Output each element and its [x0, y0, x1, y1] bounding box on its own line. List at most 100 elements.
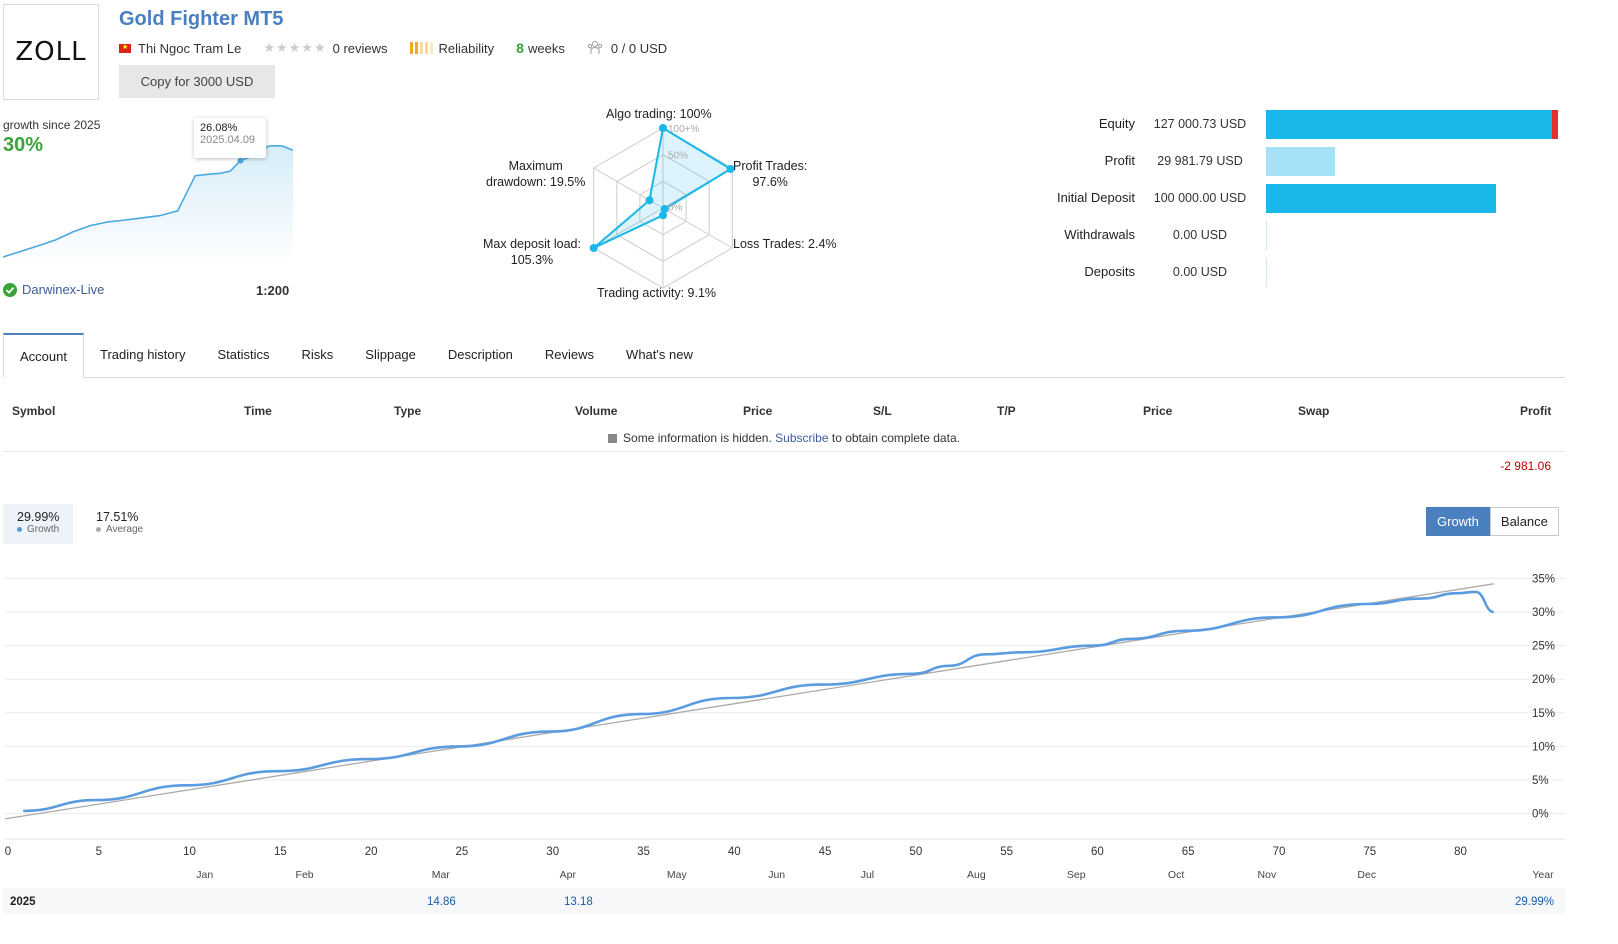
vietnam-flag-icon [119, 43, 131, 53]
subscribers-value: 0 / 0 USD [610, 40, 668, 56]
month-label-oct: Oct [1168, 869, 1184, 881]
bar-value-deposits: 0.00 USD [1172, 265, 1228, 279]
year-apr-value: 13.18 [564, 896, 593, 908]
average-dot-icon [96, 527, 101, 532]
tab-reviews[interactable]: Reviews [544, 347, 595, 362]
bar-label-deposits: Deposits [1084, 264, 1135, 279]
column-header-profit-9[interactable]: Profit [1520, 404, 1552, 418]
tab-statistics[interactable]: Statistics [217, 347, 270, 362]
column-header-price-7[interactable]: Price [1143, 404, 1173, 418]
radar-label-drawdown-1: Maximum [508, 159, 563, 173]
balance-mode-button[interactable]: Balance [1489, 507, 1559, 536]
y-tick-35: 35% [1532, 573, 1555, 585]
year-label: 2025 [10, 896, 36, 908]
column-header-volume-3[interactable]: Volume [575, 404, 618, 418]
radar-label-deposit-2: 105.3% [510, 253, 554, 267]
radar-label-deposit-1: Max deposit load: [483, 237, 581, 251]
tab-account[interactable]: Account [3, 333, 84, 378]
x-tick-0: 0 [5, 846, 11, 858]
bar-label-equity: Equity [1098, 116, 1135, 131]
growth-stat[interactable]: 29.99% Growth [3, 504, 74, 544]
series-growth [23, 590, 1495, 813]
radar-area [593, 126, 733, 249]
reviews-count[interactable]: 0 reviews [332, 40, 388, 56]
radar-axis-2 [662, 207, 733, 249]
author-name[interactable]: Thi Ngoc Tram Le [138, 40, 242, 56]
broker[interactable]: Darwinex-Live [3, 282, 104, 297]
subscribe-link[interactable]: Subscribe [775, 431, 829, 445]
radar-label-algo: Algo trading: 100% [606, 107, 712, 121]
year-summary-row [3, 888, 1565, 914]
x-tick-65: 65 [1182, 846, 1195, 858]
x-tick-75: 75 [1363, 846, 1376, 858]
mini-chart-hover-point [237, 157, 244, 164]
weeks-number: 8 [516, 40, 524, 56]
mini-chart-area [3, 145, 293, 257]
tab-trading-history[interactable]: Trading history [99, 347, 186, 362]
x-tick-15: 15 [274, 846, 287, 858]
growth-percent: 30% [3, 134, 44, 156]
growth-since-label: growth since 2025 [3, 118, 101, 132]
weeks-label: weeks [527, 40, 565, 56]
hidden-note-pre: Some information is hidden. [623, 431, 772, 445]
radar-point-drawdown [645, 196, 654, 205]
radar-label-loss-trades: Loss Trades: 2.4% [733, 237, 837, 251]
radar-axis-4 [593, 207, 664, 249]
rating[interactable]: ★★★★★ 0 reviews [263, 40, 387, 56]
radar-ring-0: 0% [668, 203, 683, 214]
bar-value-profit: 29 981.79 USD [1157, 154, 1243, 168]
bar-withdrawals [1266, 221, 1267, 250]
x-tick-35: 35 [637, 846, 650, 858]
average-stat[interactable]: 17.51% Average [82, 504, 157, 544]
growth-chart[interactable]: 0% 5% 10% 15% 20% 25% 30% 35% 0 5 10 15 20 25 30 35 40 45… [0, 560, 1618, 885]
bar-equity-loss-marker [1552, 110, 1558, 139]
tab-what-s-new[interactable]: What's new [626, 347, 693, 362]
author-logo[interactable]: ZOLL [3, 4, 99, 100]
tab-bar: Account Trading history Statistics Risks Sli… [3, 333, 1565, 378]
hidden-info-note: Some information is hidden. Subscribe to… [3, 431, 1565, 445]
tab-risks[interactable]: Risks [301, 347, 334, 362]
column-header-symbol-0[interactable]: Symbol [12, 404, 56, 418]
x-tick-45: 45 [819, 846, 832, 858]
tab-slippage[interactable]: Slippage [365, 347, 416, 362]
subscribers: 0 / 0 USD [587, 40, 667, 56]
radar-ring-50: 50% [668, 151, 688, 162]
bar-label-initial-deposit: Initial Deposit [1056, 190, 1135, 205]
month-label-may: May [667, 869, 688, 881]
radar-point-activity [659, 211, 667, 220]
month-label-aug: Aug [967, 869, 986, 881]
tooltip-value: 26.08% [200, 122, 238, 134]
tab-description[interactable]: Description [447, 347, 513, 362]
star-rating-icon: ★★★★★ [263, 40, 327, 55]
average-stat-label: Average [106, 524, 144, 535]
mini-chart-tooltip: 26.08% 2025.04.09 [194, 118, 266, 158]
x-tick-40: 40 [728, 846, 741, 858]
author[interactable]: Thi Ngoc Tram Le [119, 41, 241, 56]
radar-label-profit-trades: Profit Trades: 97.6% [733, 158, 807, 190]
bar-value-withdrawals: 0.00 USD [1172, 228, 1228, 242]
month-label-jun: Jun [768, 869, 785, 881]
radar-label-profit-2: 97.6% [752, 175, 788, 189]
column-header-t-p-6[interactable]: T/P [997, 404, 1016, 418]
x-tick-10: 10 [183, 846, 196, 858]
radar-label-deposit-load: Max deposit load: 105.3% [483, 236, 581, 268]
x-tick-20: 20 [365, 846, 378, 858]
column-header-swap-8[interactable]: Swap [1298, 404, 1330, 418]
radar-label-drawdown-2: drawdown: 19.5% [486, 175, 586, 189]
column-header-price-4[interactable]: Price [743, 404, 773, 418]
y-tick-15: 15% [1532, 708, 1555, 720]
balance-bars: Equity 127 000.73 USD Profit 29 981.79 USD I… [1000, 110, 1560, 290]
broker-name[interactable]: Darwinex-Live [22, 282, 105, 297]
month-label-jan: Jan [196, 869, 213, 881]
column-header-s-l-5[interactable]: S/L [873, 404, 892, 418]
copy-signal-button[interactable]: Copy for 3000 USD [119, 65, 275, 98]
x-tick-30: 30 [546, 846, 559, 858]
x-tick-55: 55 [1000, 846, 1013, 858]
growth-stat-value: 29.99% [17, 510, 60, 524]
radar-point-deposit_load [589, 244, 598, 252]
growth-mode-button[interactable]: Growth [1426, 507, 1490, 536]
tooltip-date: 2025.04.09 [200, 134, 256, 146]
column-header-type-2[interactable]: Type [394, 404, 422, 418]
column-header-time-1[interactable]: Time [244, 404, 272, 418]
hidden-note-post: to obtain complete data. [831, 431, 960, 445]
